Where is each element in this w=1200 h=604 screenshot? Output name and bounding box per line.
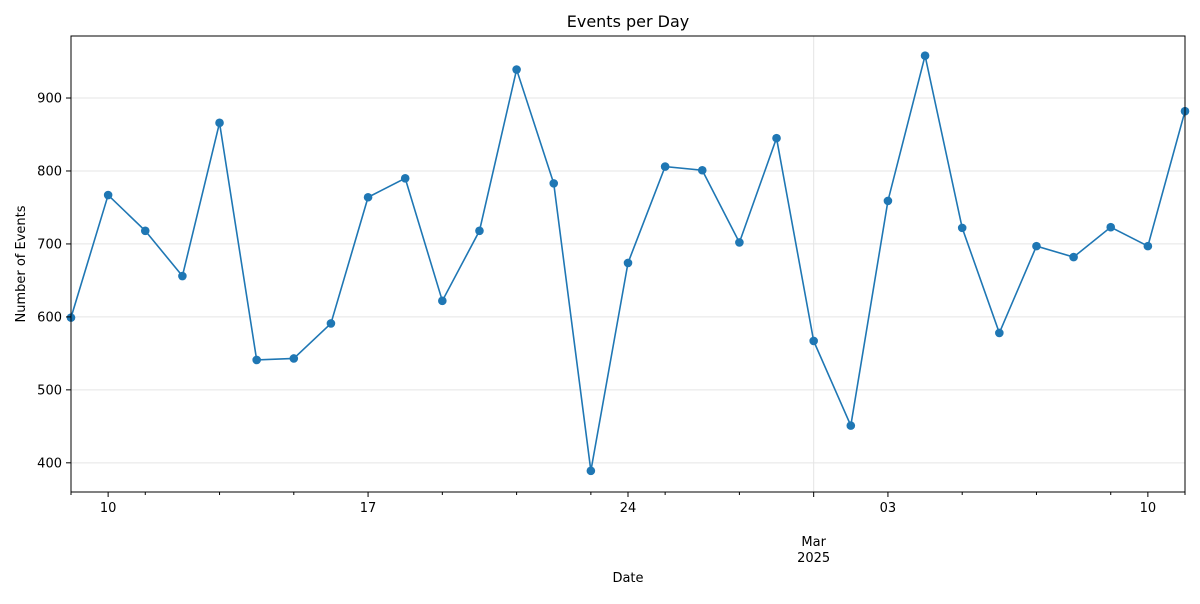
y-tick-label: 400 (37, 456, 62, 471)
data-point: 2025-02-19: 622 (438, 296, 447, 306)
data-point: 2025-03-05: 722 (957, 223, 967, 233)
x-tick-label: 03 (880, 501, 897, 516)
data-point: 2025-03-09: 723 (1106, 222, 1116, 232)
data-point: 2025-03-06: 578 (995, 328, 1004, 338)
x-tick-label: 24 (620, 501, 637, 516)
chart-title: Events per Day (567, 12, 690, 31)
x-tick-label: 10 (1140, 501, 1157, 516)
data-point: 2025-02-14: 541 (252, 355, 261, 365)
data-point: 2025-03-10: 697 (1143, 241, 1153, 251)
data-point: 2025-02-21: 939 (512, 65, 521, 74)
y-tick-label: 800 (37, 164, 62, 179)
data-point: 2025-02-18: 790 (400, 173, 410, 183)
x-axis-label: Date (612, 571, 643, 586)
data-point: 2025-03-01: 567 (809, 336, 818, 346)
data-point: 2025-02-23: 389 (586, 466, 596, 476)
data-point: 2025-03-08: 682 (1069, 252, 1078, 262)
y-tick-label: 600 (37, 310, 62, 325)
data-point: 2025-02-26: 801 (697, 165, 707, 175)
data-point: 2025-02-20: 718 (475, 226, 484, 236)
data-point: 2025-03-02: 451 (846, 421, 856, 430)
data-point: 2025-02-10: 767 (103, 190, 113, 200)
x-year-label: 2025 (797, 551, 830, 566)
x-tick-label: 17 (360, 501, 377, 516)
x-tick-label: 10 (100, 501, 117, 516)
data-point: 2025-02-12: 656 (178, 271, 187, 281)
data-point: 2025-03-03: 759 (883, 196, 893, 206)
data-point: 2025-02-27: 702 (735, 238, 744, 247)
data-point: 2025-02-15: 543 (289, 354, 299, 363)
data-point: 2025-02-17: 764 (363, 192, 373, 202)
data-point: 2025-03-07: 697 (1032, 241, 1041, 251)
data-point: 2025-02-13: 866 (215, 118, 224, 128)
data-point: 2025-03-04: 958 (920, 51, 930, 60)
y-axis-label: Number of Events (14, 205, 29, 322)
data-point: 2025-02-16: 591 (326, 319, 336, 328)
grid-layer (71, 36, 1185, 492)
series-layer: 2025-02-09: 5992025-02-10: 7672025-02-11… (66, 51, 1190, 476)
data-point: 2025-02-11: 718 (140, 226, 150, 236)
data-point: 2025-02-24: 674 (623, 258, 633, 268)
data-point: 2025-02-22: 783 (549, 179, 559, 188)
y-tick-label: 900 (37, 92, 62, 107)
data-point: 2025-02-28: 845 (772, 133, 781, 143)
data-point: 2025-02-25: 806 (660, 162, 670, 171)
x-month-label: Mar (801, 535, 826, 550)
y-tick-label: 500 (37, 383, 62, 398)
y-tick-label: 700 (37, 237, 62, 252)
